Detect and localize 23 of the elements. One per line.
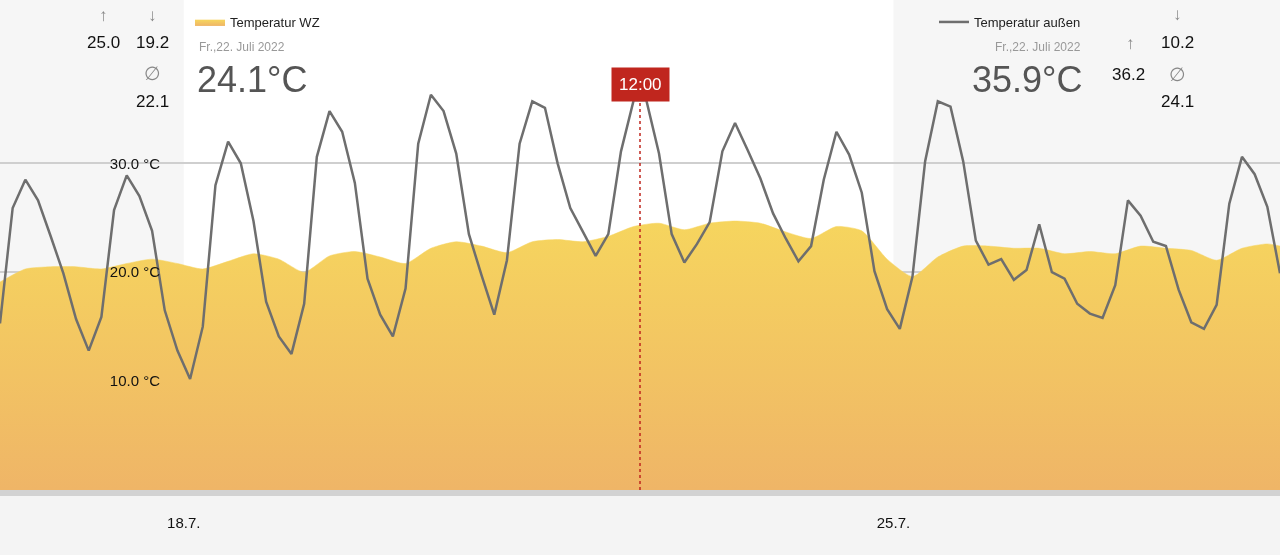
annotation: 25.0: [87, 33, 121, 52]
x-tick-label: 25.7.: [876, 514, 911, 531]
legend-label: Temperatur WZ: [230, 15, 320, 31]
y-tick-label: 30.0 °C: [109, 154, 161, 172]
annotation: 35.9°C: [972, 59, 1083, 100]
annotation: ↑: [1126, 34, 1135, 53]
annotation: 22.1: [136, 92, 170, 111]
legend-label: Temperatur außen: [974, 15, 1081, 31]
annotation: ∅: [144, 63, 161, 84]
annotation: ∅: [1169, 64, 1186, 85]
annotation: 19.2: [136, 33, 170, 52]
annotation: ↑: [99, 6, 108, 25]
y-tick-label: 10.0 °C: [109, 372, 161, 390]
annotation: 10.2: [1161, 33, 1195, 52]
annotation: 24.1: [1161, 92, 1195, 111]
ref-line-label: 12:00: [619, 75, 662, 94]
annotation: 36.2: [1112, 65, 1146, 84]
annotation: ↓: [1173, 5, 1182, 24]
annotation: Fr.,22. Juli 2022: [199, 40, 285, 54]
annotation: 24.1°C: [197, 59, 308, 100]
annotation: Fr.,22. Juli 2022: [995, 40, 1081, 54]
annotation: ↓: [148, 6, 157, 25]
x-tick-label: 18.7.: [167, 514, 201, 531]
